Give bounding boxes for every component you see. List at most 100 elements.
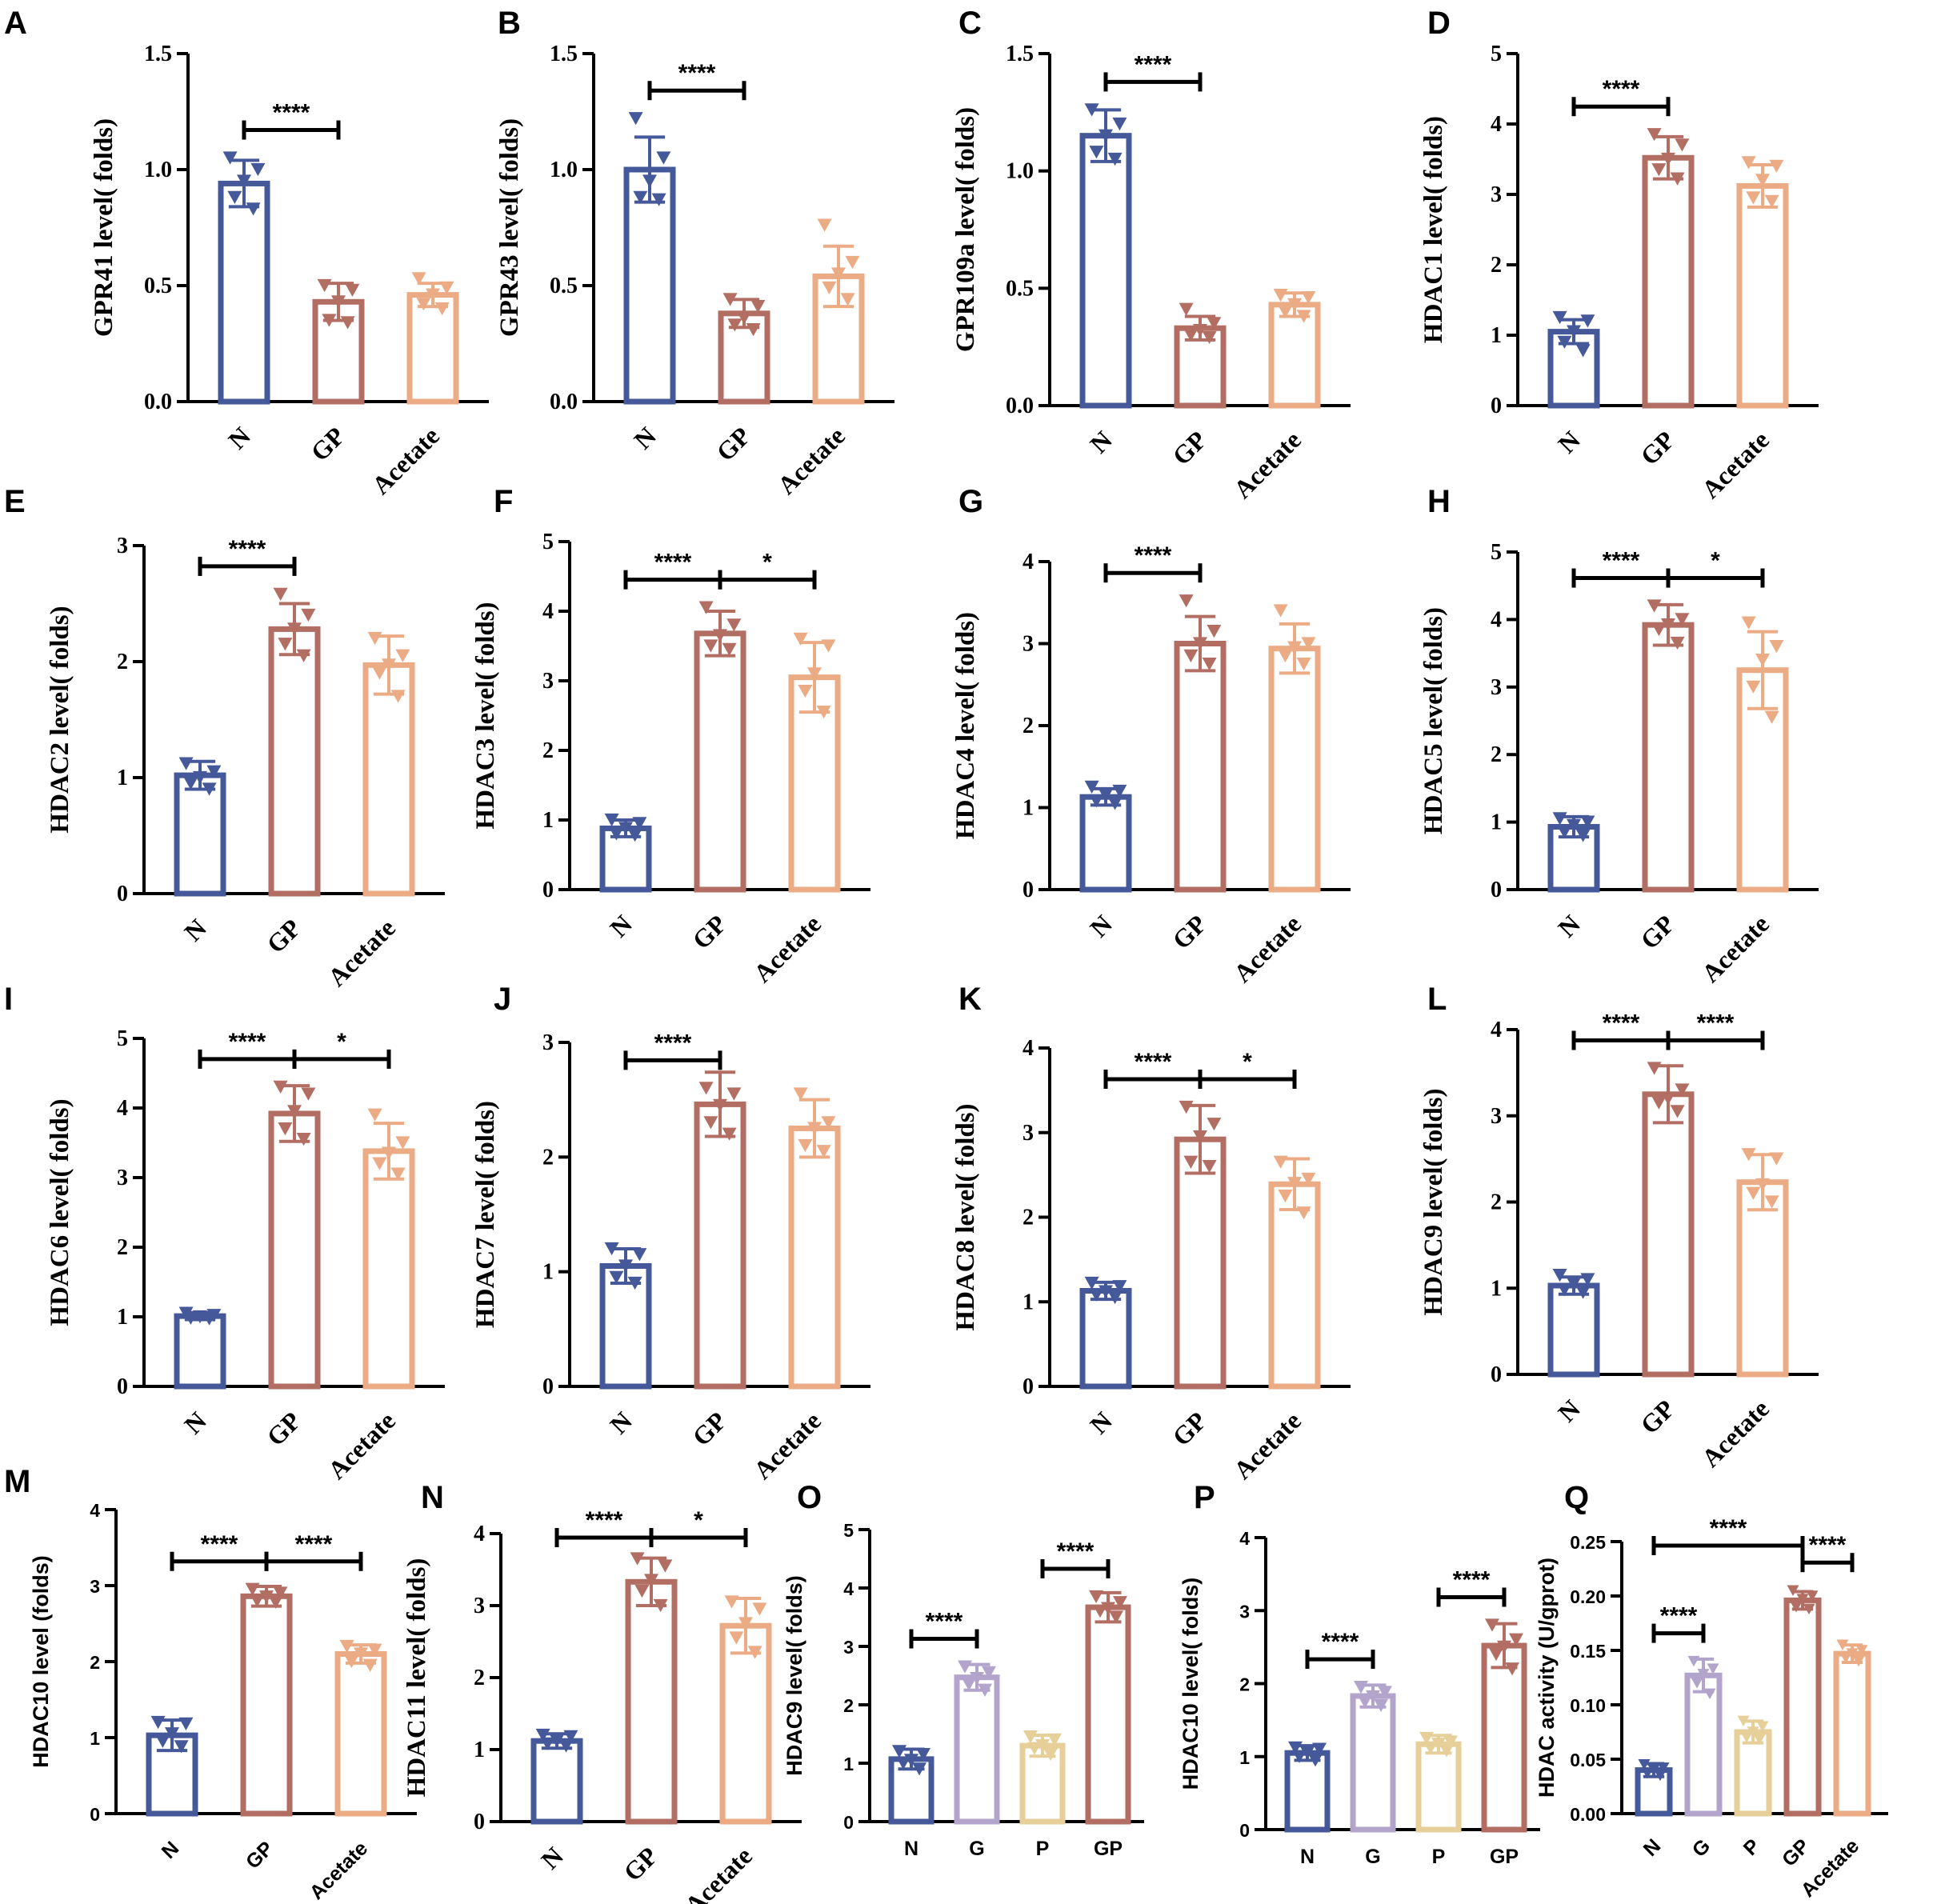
y-tick-label: 5	[1491, 42, 1502, 66]
data-point	[150, 1715, 166, 1730]
x-category-label: Acetate	[306, 1837, 373, 1904]
bar-acetate	[362, 1148, 415, 1390]
data-point	[273, 1586, 288, 1600]
x-category-label: G	[1688, 1834, 1715, 1862]
x-category-label: Acetate	[1696, 909, 1775, 987]
bar-p	[1415, 1741, 1462, 1833]
bar-n	[218, 180, 270, 405]
data-point	[1747, 1726, 1759, 1738]
data-point	[627, 829, 642, 842]
data-point	[439, 281, 454, 294]
y-tick-label: 1.5	[144, 42, 172, 66]
data-point	[1755, 1178, 1770, 1192]
data-point	[301, 1087, 316, 1101]
y-tick-label: 1.0	[144, 158, 172, 182]
panel-l: L 0 1 2 3 4 HDAC9 level( folds) N GP Acetate **** *…	[1419, 982, 1819, 1473]
data-point	[227, 190, 242, 204]
x-category-label: GP	[242, 1837, 278, 1873]
data-point	[1107, 797, 1123, 810]
data-point	[1806, 1590, 1819, 1602]
y-tick-label: 3	[1023, 1121, 1034, 1146]
data-point	[1575, 1286, 1591, 1299]
data-point	[558, 1739, 574, 1753]
data-point	[1675, 138, 1690, 152]
x-category-label: N	[222, 421, 256, 454]
data-point	[1647, 599, 1662, 613]
data-point	[982, 1666, 996, 1679]
y-tick-label: 2	[1239, 1674, 1250, 1695]
y-tick-label: 3	[542, 1030, 554, 1055]
y-axis-label: GPR43 level( folds)	[495, 118, 524, 337]
data-point	[1790, 1601, 1803, 1613]
significance-label: ****	[1660, 1603, 1698, 1630]
y-tick-label: 4	[1491, 1018, 1502, 1042]
data-point	[1796, 1594, 1809, 1605]
data-point	[390, 1167, 406, 1181]
data-point	[1839, 1652, 1852, 1664]
data-point	[1651, 1096, 1667, 1110]
data-point	[737, 311, 751, 325]
data-point	[1278, 1189, 1293, 1203]
y-tick-label: 0.5	[144, 274, 172, 298]
data-point	[722, 293, 738, 306]
bar-gp	[240, 1593, 293, 1817]
y-tick-label: 1	[1239, 1747, 1250, 1768]
data-point	[633, 190, 648, 204]
data-point	[296, 649, 311, 662]
panel-e: E 0 1 2 3 HDAC2 level( folds) N GP Acetate ****	[4, 484, 445, 992]
data-point	[273, 587, 288, 601]
y-tick-label: 1	[90, 1728, 100, 1749]
panel-letter: J	[494, 982, 511, 1017]
data-point	[1580, 314, 1595, 328]
significance-label: ****	[1603, 1010, 1640, 1036]
data-point	[1207, 317, 1222, 330]
data-point	[1207, 625, 1222, 638]
data-point	[367, 1108, 382, 1122]
data-point	[193, 770, 207, 785]
bar-gp	[1642, 154, 1695, 409]
data-point	[1746, 1186, 1761, 1200]
data-point	[798, 1138, 813, 1153]
y-tick-label: 4	[1239, 1528, 1250, 1549]
y-tick-label: 5	[117, 1026, 128, 1051]
y-tick-label: 1	[1491, 323, 1502, 348]
data-point	[1273, 604, 1288, 618]
data-point	[1183, 649, 1199, 662]
y-tick-label: 0	[1239, 1820, 1250, 1841]
bar-n	[1079, 794, 1132, 893]
panel-letter: N	[421, 1480, 444, 1515]
data-point	[1675, 613, 1690, 626]
significance-label: ****	[926, 1609, 963, 1635]
data-point	[726, 1087, 742, 1101]
data-point	[1202, 658, 1217, 671]
data-point	[1089, 1288, 1104, 1302]
y-tick-label: 1	[542, 1260, 554, 1285]
y-tick-label: 4	[474, 1522, 485, 1546]
data-point	[1769, 640, 1784, 654]
data-point	[1575, 344, 1591, 358]
y-tick-label: 4	[117, 1096, 128, 1121]
data-point	[831, 267, 846, 281]
x-category-label: N	[1552, 425, 1586, 458]
significance-label: ****	[654, 550, 692, 576]
data-point	[287, 1105, 302, 1118]
y-tick-label: 3	[1491, 1104, 1502, 1129]
significance-label: ****	[1603, 76, 1640, 102]
data-point	[354, 1647, 368, 1661]
y-axis-label: HDAC7 level( folds)	[471, 1101, 500, 1328]
y-tick-label: 3	[117, 1166, 128, 1190]
significance-label: *	[337, 1029, 346, 1055]
y-tick-label: 1	[1491, 810, 1502, 835]
bar-gp	[1642, 1091, 1695, 1378]
y-tick-label: 0	[1491, 394, 1502, 418]
data-point	[1670, 1105, 1685, 1118]
x-category-label: N	[604, 1406, 638, 1439]
y-tick-label: 3	[1491, 182, 1502, 207]
data-point	[1089, 1590, 1103, 1604]
data-point	[978, 1683, 992, 1697]
bar-acetate	[1268, 1181, 1321, 1390]
data-point	[1651, 622, 1667, 637]
